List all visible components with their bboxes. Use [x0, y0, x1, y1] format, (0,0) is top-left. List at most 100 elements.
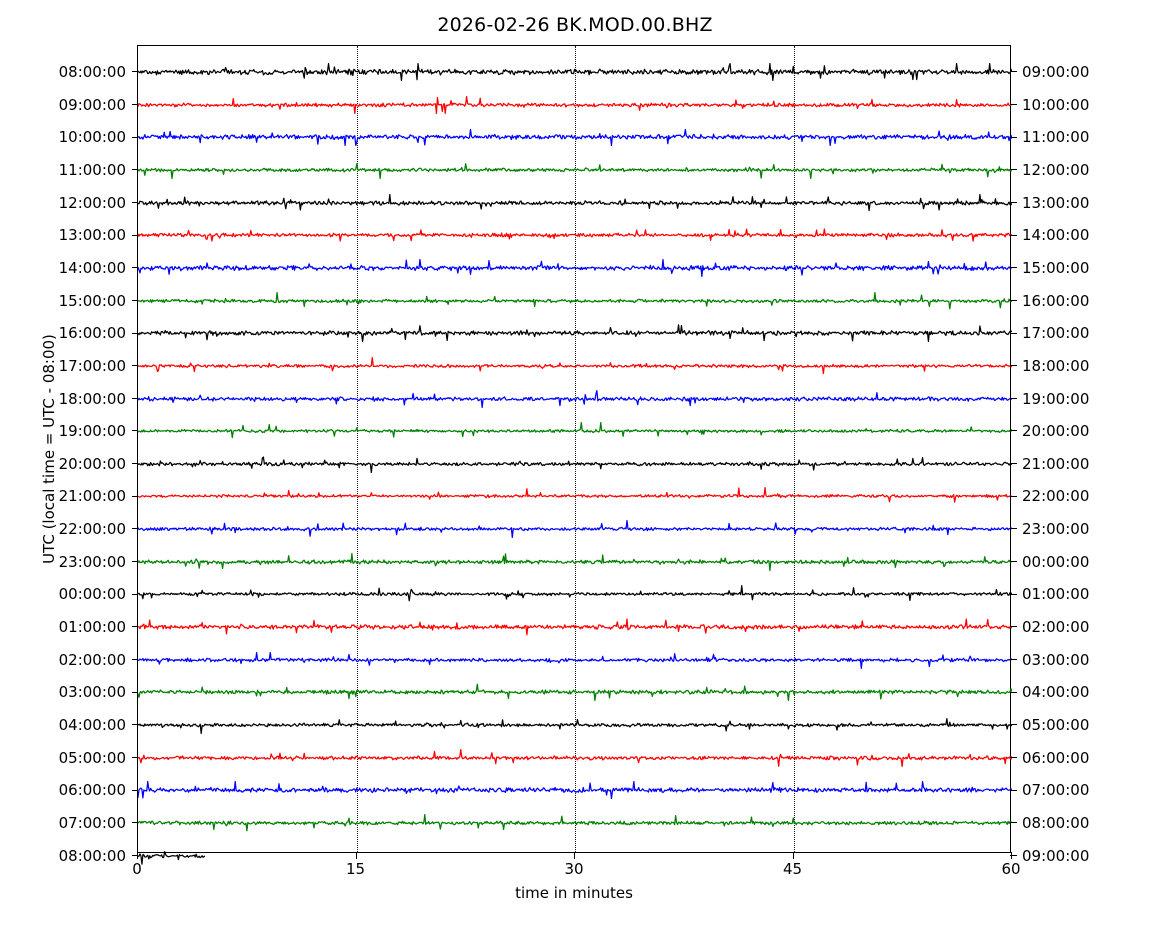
x-tick-label: 45	[782, 860, 803, 878]
y-tick-label-left: 19:00:00	[58, 422, 126, 441]
y-tick-label-left: 08:00:00	[58, 846, 126, 865]
y-tick-label-right: 02:00:00	[1022, 618, 1090, 637]
y-tick-label-left: 07:00:00	[58, 813, 126, 832]
y-tick-label-right: 05:00:00	[1022, 716, 1090, 734]
y-tick-label-right: 04:00:00	[1022, 683, 1090, 702]
y-tick-label-left: 17:00:00	[58, 356, 126, 375]
y-tick-label-right: 18:00:00	[1022, 356, 1090, 375]
y-tick-label-right: 08:00:00	[1022, 813, 1090, 832]
y-tick-label-right: 13:00:00	[1022, 193, 1090, 212]
y-tick-right	[1010, 71, 1017, 73]
y-tick-label-left: 20:00:00	[58, 454, 126, 473]
y-tick-left	[131, 528, 138, 530]
y-tick-label-left: 14:00:00	[58, 258, 126, 277]
y-tick-left	[131, 103, 138, 105]
y-tick-label-right: 10:00:00	[1022, 95, 1090, 114]
y-tick-left	[131, 691, 138, 693]
y-tick-right	[1010, 756, 1017, 758]
y-tick-label-left: 09:00:00	[58, 95, 126, 114]
x-tick-label: 60	[1001, 860, 1021, 878]
y-tick-label-right: 00:00:00	[1022, 552, 1090, 571]
y-tick-right	[1010, 659, 1017, 660]
y-tick-label-right: 09:00:00	[1022, 846, 1090, 865]
y-tick-left	[131, 626, 138, 628]
y-tick-right	[1010, 169, 1017, 171]
y-tick-label-right: 19:00:00	[1022, 389, 1090, 408]
y-tick-right	[1010, 430, 1017, 432]
y-tick-label-right: 22:00:00	[1022, 487, 1090, 506]
y-tick-right	[1010, 332, 1017, 334]
y-tick-label-left: 21:00:00	[58, 487, 126, 506]
x-axis-title: time in minutes	[515, 884, 633, 902]
y-tick-right	[1010, 201, 1017, 203]
y-tick-label-right: 06:00:00	[1022, 748, 1090, 767]
y-tick-label-left: 10:00:00	[58, 128, 126, 147]
y-tick-label-right: 11:00:00	[1022, 128, 1090, 147]
y-tick-right	[1010, 854, 1017, 856]
y-tick-right	[1010, 691, 1017, 693]
y-tick-label-left: 05:00:00	[58, 748, 126, 767]
y-tick-right	[1010, 136, 1017, 138]
y-tick-left	[131, 724, 138, 726]
y-tick-label-left: 22:00:00	[58, 520, 126, 539]
y-tick-left	[131, 267, 138, 269]
y-tick-label-left: 15:00:00	[58, 291, 126, 310]
y-tick-left	[131, 854, 138, 856]
y-tick-right	[1010, 495, 1017, 497]
y-tick-label-right: 16:00:00	[1022, 291, 1090, 310]
y-tick-label-left: 12:00:00	[58, 193, 126, 212]
y-tick-right	[1010, 267, 1017, 269]
y-tick-label-left: 00:00:00	[58, 585, 126, 604]
y-axis-title: UTC (local time = UTC - 08:00)	[40, 334, 58, 564]
y-tick-left	[131, 365, 138, 367]
y-tick-label-right: 20:00:00	[1022, 422, 1090, 441]
y-tick-label-left: 03:00:00	[58, 683, 126, 702]
y-tick-right	[1010, 626, 1017, 628]
page-title: 2026-02-26 BK.MOD.00.BHZ	[437, 14, 713, 36]
y-tick-left	[131, 561, 138, 563]
y-tick-left	[131, 822, 138, 824]
y-tick-right	[1010, 365, 1017, 367]
y-tick-label-right: 17:00:00	[1022, 324, 1090, 343]
y-tick-right	[1010, 234, 1017, 236]
y-tick-label-right: 12:00:00	[1022, 160, 1090, 179]
gridline-minute-30	[575, 46, 576, 852]
y-tick-left	[131, 789, 138, 791]
gridline-minute-15	[356, 46, 358, 852]
y-tick-label-left: 04:00:00	[58, 716, 126, 734]
y-tick-label-left: 01:00:00	[58, 618, 126, 637]
y-tick-label-right: 09:00:00	[1022, 63, 1090, 81]
y-tick-right	[1010, 463, 1017, 465]
y-tick-left	[131, 332, 138, 334]
y-tick-left	[131, 71, 138, 73]
y-tick-right	[1010, 724, 1017, 726]
y-tick-label-left: 08:00:00	[58, 63, 126, 81]
x-tick-45	[792, 852, 794, 859]
y-tick-left	[131, 659, 138, 660]
y-tick-label-left: 18:00:00	[58, 389, 126, 408]
x-tick-60	[1011, 852, 1013, 859]
y-tick-label-left: 23:00:00	[58, 552, 126, 571]
y-tick-label-right: 14:00:00	[1022, 226, 1090, 245]
y-tick-label-right: 07:00:00	[1022, 781, 1090, 800]
y-tick-left	[131, 397, 138, 399]
y-tick-label-left: 16:00:00	[58, 324, 126, 343]
y-tick-label-right: 03:00:00	[1022, 650, 1090, 669]
y-tick-label-left: 13:00:00	[58, 226, 126, 245]
y-tick-label-left: 06:00:00	[58, 781, 126, 800]
y-tick-right	[1010, 528, 1017, 530]
y-tick-left	[131, 756, 138, 758]
y-tick-label-left: 11:00:00	[58, 160, 126, 179]
y-tick-right	[1010, 593, 1017, 595]
gridline-minute-45	[793, 46, 795, 852]
y-tick-right	[1010, 103, 1017, 105]
x-tick-30	[574, 852, 576, 859]
y-tick-label-right: 15:00:00	[1022, 258, 1090, 277]
y-tick-left	[131, 463, 138, 465]
x-tick-label: 0	[132, 860, 142, 878]
y-tick-left	[131, 593, 138, 595]
x-tick-15	[355, 852, 357, 859]
y-tick-right	[1010, 789, 1017, 791]
x-tick-0	[137, 852, 139, 859]
